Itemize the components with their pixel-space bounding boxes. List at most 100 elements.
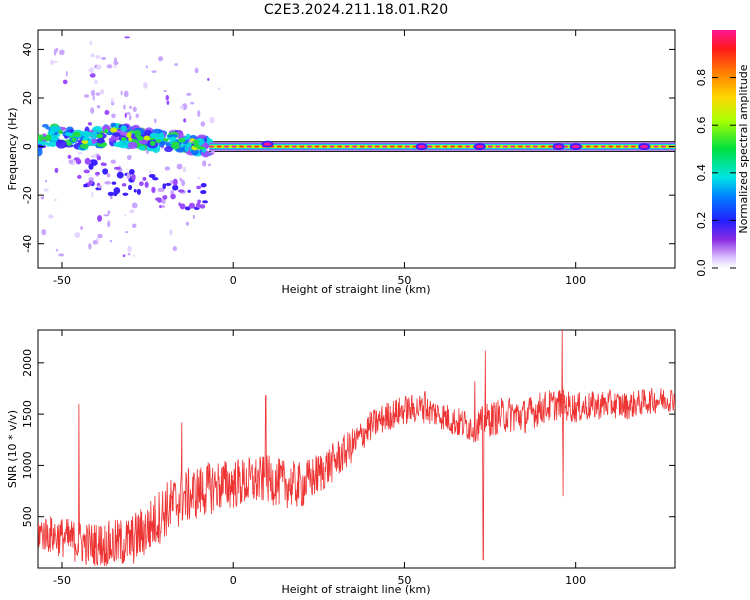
- figure-title: C2E3.2024.211.18.01.R20: [264, 2, 448, 18]
- noise-speck: [133, 189, 137, 193]
- noise-speck: [143, 82, 148, 89]
- noise-speck: [89, 73, 96, 78]
- noise-speck: [200, 189, 207, 195]
- ridge-peak: [292, 145, 297, 148]
- noise-speck: [169, 229, 173, 236]
- noise-speck: [129, 168, 135, 175]
- noise-speck: [208, 163, 212, 167]
- noise-speck: [190, 102, 195, 105]
- noise-speck: [90, 159, 98, 166]
- ridge-peak: [322, 145, 327, 148]
- noise-speck: [131, 223, 137, 228]
- noise-speck: [144, 181, 149, 188]
- ridge-peak: [608, 145, 614, 148]
- noise-speck: [163, 89, 167, 93]
- noise-speck: [104, 180, 112, 185]
- noise-speck: [124, 113, 127, 118]
- noise-speck: [169, 180, 174, 185]
- ridge-peak: [224, 145, 229, 148]
- noise-speck: [110, 159, 117, 164]
- noise-speck: [177, 189, 185, 193]
- ridge-peak: [382, 145, 387, 148]
- noise-speck: [113, 166, 121, 170]
- ridge-bright-spot-core: [475, 144, 484, 149]
- ridge-core: [120, 137, 127, 141]
- noise-speck: [52, 61, 58, 64]
- colorbar-tick-label: 0.6: [695, 116, 708, 134]
- ridge-blob: [189, 134, 197, 140]
- noise-speck: [172, 246, 177, 252]
- spectrogram-ytick-label: 0: [21, 143, 34, 150]
- noise-speck: [185, 221, 190, 226]
- noise-speck: [166, 100, 170, 105]
- ridge-blob: [38, 134, 45, 142]
- noise-speck: [161, 199, 166, 205]
- noise-speck: [101, 56, 107, 60]
- ridge-peak: [307, 145, 312, 148]
- noise-speck: [131, 173, 136, 181]
- spectrogram-xtick-label: 0: [230, 274, 237, 287]
- colorbar-gradient: [712, 30, 736, 268]
- colorbar-axes: 0.0 0.2 0.4 0.6 0.8: [695, 69, 736, 277]
- ridge-peak: [329, 145, 335, 148]
- noise-speck: [55, 248, 59, 252]
- ridge-peak: [390, 145, 395, 148]
- ridge-bright-spot-core: [640, 144, 649, 149]
- ridge-core: [71, 137, 77, 142]
- ridge-peak: [405, 145, 410, 148]
- ridge-peak: [216, 145, 222, 148]
- ridge-peak: [623, 145, 629, 148]
- noise-speck: [154, 118, 157, 124]
- noise-speck: [129, 105, 132, 109]
- noise-speck: [127, 252, 131, 256]
- ridge-peak: [653, 145, 659, 148]
- noise-speck: [50, 59, 54, 66]
- ridge-core: [178, 138, 186, 143]
- ridge-core: [186, 142, 192, 148]
- colorbar: 0.0 0.2 0.4 0.6 0.8 Normalized spectral ampl…: [695, 30, 750, 277]
- noise-speck: [102, 168, 109, 175]
- ridge-peak: [367, 145, 372, 148]
- ridge-blob: [91, 137, 97, 145]
- ridge-core: [83, 130, 90, 137]
- noise-speck: [164, 166, 171, 171]
- ridge-blob: [127, 141, 138, 149]
- noise-speck: [124, 36, 130, 39]
- noise-speck: [92, 95, 95, 101]
- ridge-core: [50, 130, 55, 135]
- ridge-core: [73, 131, 81, 137]
- noise-speck: [157, 187, 165, 193]
- noise-speck: [200, 121, 206, 127]
- colorbar-tick-label: 0.0: [695, 259, 708, 277]
- spectrogram-xtick-label: 100: [565, 274, 586, 287]
- ridge-peak: [344, 145, 350, 148]
- noise-speck: [77, 174, 82, 179]
- ridge-peak: [397, 145, 403, 148]
- ridge-blob: [128, 130, 139, 134]
- noise-speck: [102, 162, 107, 167]
- noise-speck: [68, 159, 74, 165]
- ridge-bright-spot-core: [263, 142, 272, 146]
- ridge-peak: [548, 145, 553, 148]
- ridge-peak: [585, 145, 591, 148]
- noise-speck: [44, 179, 48, 183]
- noise-speck: [207, 77, 210, 81]
- noise-speck: [139, 181, 144, 187]
- ridge-peak: [314, 145, 320, 148]
- ridge-peak: [374, 145, 380, 148]
- spectrogram-xtick-label: -50: [53, 274, 71, 287]
- snr-series-line: [38, 330, 675, 566]
- noise-speck: [94, 79, 98, 85]
- noise-speck: [148, 173, 156, 178]
- snr-frame: [37, 329, 676, 569]
- noise-speck: [111, 181, 117, 185]
- snr-xtick-label: 100: [565, 574, 586, 587]
- noise-speck: [120, 90, 123, 96]
- noise-speck: [170, 190, 175, 195]
- colorbar-tick-label: 0.4: [695, 164, 708, 182]
- ridge-blob: [139, 145, 146, 151]
- noise-speck: [96, 64, 102, 70]
- noise-speck: [197, 110, 201, 117]
- ridge-core: [82, 137, 89, 141]
- ridge-core: [87, 139, 92, 145]
